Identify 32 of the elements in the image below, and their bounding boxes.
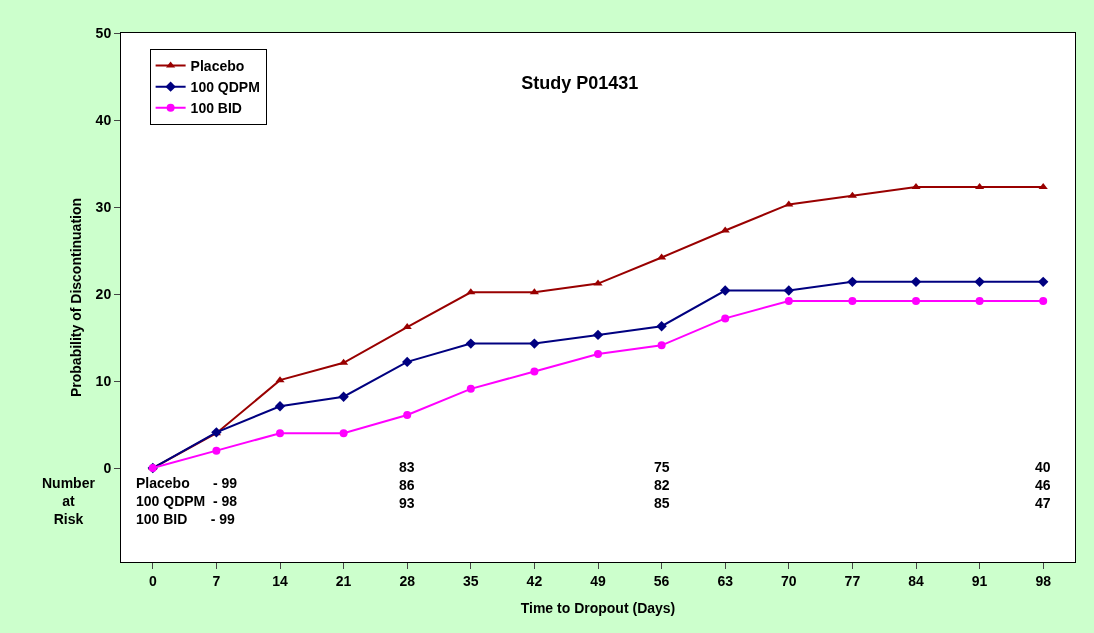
x-tick-label: 0: [148, 572, 157, 589]
x-tick-label: 7: [212, 572, 221, 589]
text: Number at Risk: [42, 475, 96, 528]
x-tick-label: 91: [971, 572, 988, 589]
x-tick-label: 70: [781, 572, 797, 589]
annotation: 83 86 93: [399, 459, 415, 512]
x-tick-label: 56: [653, 572, 670, 589]
text: Study P01431: [521, 72, 639, 93]
y-tick-label: 20: [95, 285, 112, 302]
x-axis-title: Time to Dropout (Days): [520, 600, 676, 617]
x-tick-label: 21: [335, 572, 352, 589]
y-tick-label: 30: [95, 198, 112, 215]
y-tick-label: 10: [95, 372, 112, 389]
x-tick-label: 14: [272, 572, 288, 589]
annotation: Placebo - 99 100 QDPM - 98 100 BID - 99: [136, 475, 238, 528]
legend-label: 100 QDPM: [190, 79, 260, 96]
x-tick-label: 42: [526, 572, 543, 589]
y-tick-label: 50: [95, 24, 112, 41]
x-tick-label: 63: [717, 572, 734, 589]
legend-label: Placebo: [190, 57, 245, 74]
annotation: 40 46 47: [1035, 459, 1051, 512]
x-tick-label: 77: [844, 572, 861, 589]
x-tick-label: 84: [908, 572, 924, 589]
annotation: 75 82 85: [654, 459, 670, 512]
x-tick-label: 35: [463, 572, 479, 589]
x-tick-label: 28: [399, 572, 416, 589]
y-tick-label: 0: [103, 459, 112, 476]
x-tick-label: 49: [590, 572, 606, 589]
y-tick-label: 40: [95, 111, 112, 128]
y-axis-title: Probability of Discontinuation: [68, 197, 85, 398]
legend-label: 100 BID: [190, 100, 242, 117]
x-tick-label: 98: [1035, 572, 1052, 589]
